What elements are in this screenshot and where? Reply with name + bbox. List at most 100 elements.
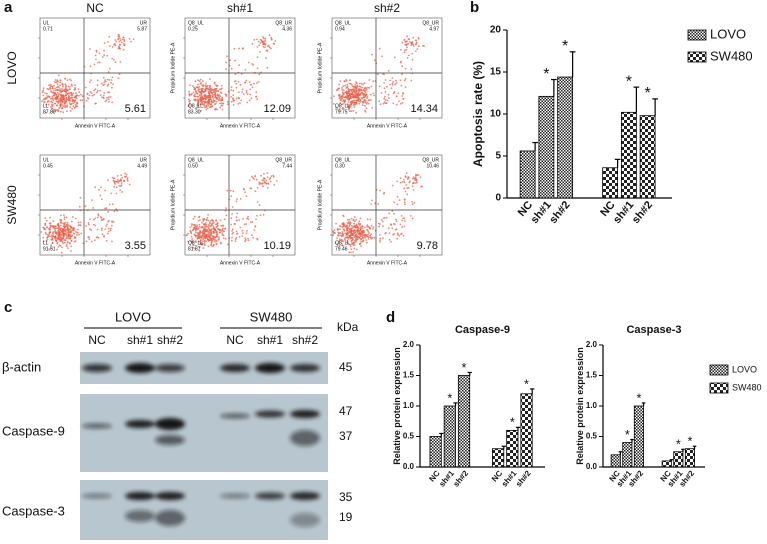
dot xyxy=(128,183,131,186)
dot xyxy=(93,239,96,242)
dot xyxy=(355,218,358,221)
dot xyxy=(246,93,249,95)
dot xyxy=(63,99,66,101)
dot xyxy=(352,251,355,253)
dot xyxy=(57,234,60,237)
dot xyxy=(98,188,100,191)
dot xyxy=(58,228,61,231)
dot xyxy=(51,98,54,101)
dot xyxy=(249,187,252,190)
dot xyxy=(212,98,215,100)
dot xyxy=(62,235,65,237)
dot xyxy=(256,56,259,59)
dot xyxy=(190,235,193,238)
dot xyxy=(338,95,341,98)
dot xyxy=(403,225,406,228)
dot xyxy=(212,95,215,98)
dot xyxy=(353,106,356,108)
dot xyxy=(69,99,72,102)
dot xyxy=(107,179,109,182)
dot xyxy=(351,230,354,232)
y-tick-label: 0 xyxy=(495,193,501,204)
dot xyxy=(353,93,356,95)
dot xyxy=(57,237,59,240)
row-title: LOVO xyxy=(5,51,19,84)
dot xyxy=(412,176,415,179)
dot xyxy=(196,102,199,105)
dot xyxy=(62,95,65,97)
dot xyxy=(395,228,398,231)
dot xyxy=(192,228,195,231)
dot xyxy=(378,47,381,50)
dot xyxy=(64,90,67,93)
dot xyxy=(234,73,237,75)
dot xyxy=(264,46,266,48)
dot xyxy=(369,236,372,239)
dot xyxy=(70,97,73,99)
dot xyxy=(94,54,97,57)
dot xyxy=(48,227,50,230)
dot xyxy=(110,81,112,84)
dot xyxy=(218,231,221,234)
dot xyxy=(88,223,90,226)
dot xyxy=(58,226,60,229)
dot xyxy=(341,231,344,233)
dot xyxy=(219,102,222,105)
dot xyxy=(233,223,236,225)
dot xyxy=(59,110,62,113)
quadrant-name: LL xyxy=(43,240,49,246)
bar xyxy=(492,448,505,468)
dot xyxy=(125,173,128,176)
dot xyxy=(244,191,246,194)
column-title: NC xyxy=(86,1,104,15)
bar xyxy=(610,454,621,468)
dot xyxy=(51,105,54,108)
dot xyxy=(400,84,403,87)
dot xyxy=(360,91,363,94)
dot xyxy=(256,82,258,84)
band xyxy=(82,364,112,372)
dot xyxy=(361,227,363,230)
dot xyxy=(209,85,212,88)
dot xyxy=(93,89,95,92)
marker-label: 45 xyxy=(339,360,353,374)
dot xyxy=(256,201,259,203)
dot xyxy=(353,244,356,246)
dot xyxy=(203,232,206,234)
dot xyxy=(198,86,201,88)
dot xyxy=(352,229,355,232)
dot xyxy=(57,100,60,103)
dot xyxy=(51,225,54,228)
dot xyxy=(119,47,121,50)
dot xyxy=(253,229,256,231)
dot xyxy=(63,214,65,217)
dot xyxy=(64,230,67,233)
dot xyxy=(396,203,399,206)
dot xyxy=(226,103,229,106)
dot xyxy=(198,80,201,83)
dot xyxy=(61,104,63,107)
dot xyxy=(46,95,48,97)
dot xyxy=(214,91,216,94)
dot xyxy=(96,84,99,86)
dot xyxy=(222,102,225,105)
dot xyxy=(52,89,55,92)
dot xyxy=(354,240,357,243)
dot xyxy=(355,99,358,102)
dot xyxy=(256,38,258,41)
dot xyxy=(56,83,59,86)
dot xyxy=(46,92,48,95)
dot xyxy=(216,90,219,92)
dot xyxy=(54,229,57,232)
dot xyxy=(58,107,61,110)
dot xyxy=(60,93,62,96)
significance-mark: * xyxy=(687,434,692,449)
dot xyxy=(346,222,349,224)
dot xyxy=(206,230,209,233)
dot xyxy=(368,226,371,229)
dot xyxy=(400,232,403,235)
dot xyxy=(404,77,407,80)
lane-label: sh#1 xyxy=(127,333,153,347)
dot xyxy=(272,174,275,177)
dot xyxy=(348,107,351,110)
